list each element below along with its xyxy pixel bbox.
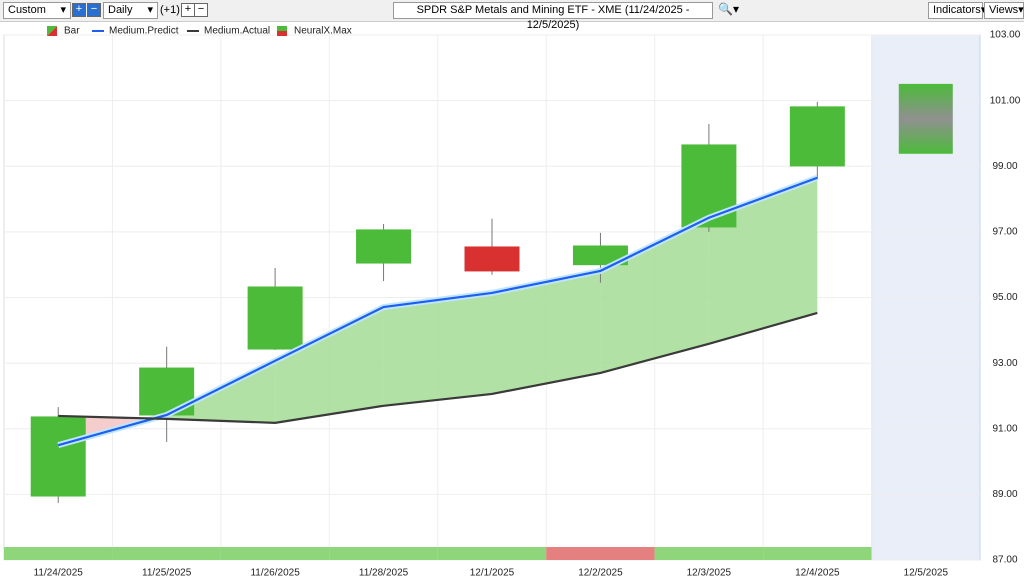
offset-plus[interactable]: +	[181, 3, 195, 17]
legend-label: Bar	[64, 26, 80, 37]
symbol-title[interactable]: SPDR S&P Metals and Mining ETF - XME (11…	[393, 2, 713, 31]
y-tick-label: 91.00	[992, 423, 1017, 434]
chart: 87.00 89.00 91.00 93.00 95.00 97.00 99.00 101.0…	[3, 26, 1021, 579]
x-tick-label: 11/28/2025	[359, 568, 409, 579]
indicators-button[interactable]: Indicators▾	[928, 2, 986, 19]
interval-select[interactable]: Daily ▾	[103, 2, 158, 19]
x-tick-label: 11/25/2025	[142, 568, 192, 579]
candle-body	[356, 229, 412, 264]
signal-cell	[546, 547, 655, 560]
x-tick-label: 11/24/2025	[34, 568, 84, 579]
legend-swatch	[277, 26, 287, 31]
x-tick-label: 12/4/2025	[795, 568, 840, 579]
offset: (+1)	[160, 4, 180, 16]
candle-body	[464, 246, 520, 272]
signal-cell	[437, 547, 547, 560]
signal-cell	[112, 547, 221, 560]
x-tick-label: 12/2/2025	[578, 568, 623, 579]
legend-label: NeuralX.Max	[294, 26, 352, 37]
series-line	[58, 311, 818, 424]
signal-cell	[329, 547, 438, 560]
legend-swatch	[47, 26, 57, 36]
y-tick-label: 95.00	[992, 292, 1017, 303]
search-icon[interactable]: 🔍▾	[718, 2, 739, 16]
legend-swatch	[277, 31, 287, 36]
interval-text: Daily	[108, 4, 133, 16]
period-text: Custom	[8, 4, 46, 16]
y-tick-label: 87.00	[992, 555, 1017, 566]
area-fill	[275, 307, 384, 423]
candle-body	[247, 286, 303, 350]
offset-minus[interactable]: −	[194, 3, 208, 17]
y-tick-label: 99.00	[992, 161, 1017, 172]
x-tick-label: 12/3/2025	[687, 568, 732, 579]
views-text: Views	[989, 4, 1019, 16]
signal-cell	[220, 547, 330, 560]
toolbar: Custom ▾ + − Daily ▾ (+1) + − SPDR S&P Met…	[0, 0, 1024, 31]
y-tick-label: 89.00	[992, 489, 1017, 500]
area-fill	[492, 270, 601, 394]
legend-label: Medium.Predict	[109, 26, 179, 37]
signal-cell	[654, 547, 764, 560]
area-fill	[600, 217, 709, 373]
signal-cell	[763, 547, 872, 560]
add-button[interactable]: +	[72, 3, 86, 17]
y-tick-label: 101.00	[990, 95, 1021, 106]
legend-label: Medium.Actual	[204, 26, 270, 37]
y-tick-label: 93.00	[992, 358, 1017, 369]
candle-body	[30, 416, 86, 497]
period-select[interactable]: Custom ▾	[3, 2, 71, 19]
views-button[interactable]: Views▾	[984, 2, 1024, 19]
forecast-box	[898, 83, 953, 154]
y-tick-label: 103.00	[990, 30, 1021, 41]
series-line	[57, 176, 818, 447]
indicators-text: Indicators	[933, 4, 981, 16]
signal-cell	[4, 547, 113, 560]
y-tick-label: 97.00	[992, 227, 1017, 238]
x-tick-label: 11/26/2025	[250, 568, 300, 579]
area-fill	[383, 292, 492, 406]
x-tick-label: 12/1/2025	[470, 568, 515, 579]
remove-button[interactable]: −	[87, 3, 101, 17]
x-tick-label: 12/5/2025	[904, 568, 949, 579]
candle-body	[789, 106, 845, 167]
